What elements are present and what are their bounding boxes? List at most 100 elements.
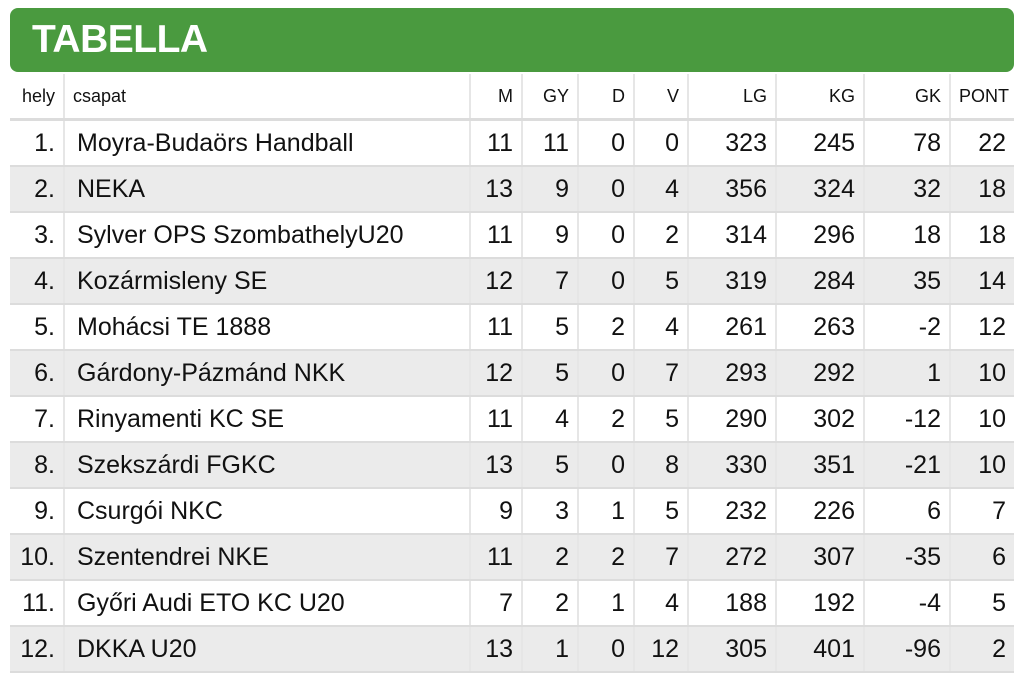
wins-cell: 3	[521, 488, 578, 535]
goals-for-cell: 305	[687, 626, 776, 673]
wins-cell: 1	[521, 626, 578, 673]
team-name-cell: DKKA U20	[63, 626, 470, 673]
team-name-cell: Szekszárdi FGKC	[63, 442, 470, 489]
rank-cell: 5.	[10, 304, 64, 351]
draws-cell: 2	[577, 304, 634, 351]
rank-cell: 8.	[10, 442, 64, 489]
table-row[interactable]: 7. Rinyamenti KC SE 11 4 2 5 290 302 -12 10	[10, 396, 1014, 443]
goals-for-cell: 188	[687, 580, 776, 627]
goal-diff-cell: -4	[863, 580, 950, 627]
wins-cell: 5	[521, 442, 578, 489]
rank-cell: 11.	[10, 580, 64, 627]
page-title: TABELLA	[32, 18, 208, 61]
goals-for-cell: 319	[687, 258, 776, 305]
team-name-cell: Szentendrei NKE	[63, 534, 470, 581]
goals-against-cell: 307	[775, 534, 864, 581]
points-cell: 2	[949, 626, 1014, 673]
rank-cell: 7.	[10, 396, 64, 443]
losses-cell: 4	[633, 166, 688, 213]
goal-diff-cell: 6	[863, 488, 950, 535]
table-row[interactable]: 3. Sylver OPS SzombathelyU20 11 9 0 2 314 296 18…	[10, 212, 1014, 259]
played-cell: 11	[469, 119, 522, 167]
played-cell: 9	[469, 488, 522, 535]
column-header-pont[interactable]: PONT	[949, 74, 1014, 121]
table-row[interactable]: 5. Mohácsi TE 1888 11 5 2 4 261 263 -2 12	[10, 304, 1014, 351]
rank-cell: 4.	[10, 258, 64, 305]
table-row[interactable]: 2. NEKA 13 9 0 4 356 324 32 18	[10, 166, 1014, 213]
goals-against-cell: 192	[775, 580, 864, 627]
losses-cell: 12	[633, 626, 688, 673]
losses-cell: 4	[633, 580, 688, 627]
table-row[interactable]: 11. Győri Audi ETO KC U20 7 2 1 4 188 192 -4 5	[10, 580, 1014, 627]
wins-cell: 9	[521, 212, 578, 259]
rank-cell: 3.	[10, 212, 64, 259]
table-row[interactable]: 1. Moyra-Budaörs Handball 11 11 0 0 323 245 78 22	[10, 119, 1014, 167]
losses-cell: 0	[633, 119, 688, 167]
goals-against-cell: 263	[775, 304, 864, 351]
team-name-cell: Sylver OPS SzombathelyU20	[63, 212, 470, 259]
column-header-m[interactable]: M	[469, 74, 522, 121]
table-row[interactable]: 8. Szekszárdi FGKC 13 5 0 8 330 351 -21 10	[10, 442, 1014, 489]
played-cell: 12	[469, 258, 522, 305]
column-header-lg[interactable]: LG	[687, 74, 776, 121]
draws-cell: 0	[577, 119, 634, 167]
wins-cell: 2	[521, 534, 578, 581]
losses-cell: 7	[633, 534, 688, 581]
rank-cell: 10.	[10, 534, 64, 581]
rank-cell: 1.	[10, 119, 64, 167]
column-header-v[interactable]: V	[633, 74, 688, 121]
goal-diff-cell: -12	[863, 396, 950, 443]
goals-for-cell: 314	[687, 212, 776, 259]
points-cell: 10	[949, 396, 1014, 443]
goal-diff-cell: 78	[863, 119, 950, 167]
goals-against-cell: 284	[775, 258, 864, 305]
draws-cell: 1	[577, 580, 634, 627]
wins-cell: 9	[521, 166, 578, 213]
goals-against-cell: 351	[775, 442, 864, 489]
draws-cell: 0	[577, 350, 634, 397]
goals-for-cell: 330	[687, 442, 776, 489]
column-header-gk[interactable]: GK	[863, 74, 950, 121]
points-cell: 18	[949, 212, 1014, 259]
played-cell: 13	[469, 626, 522, 673]
column-header-d[interactable]: D	[577, 74, 634, 121]
goals-against-cell: 292	[775, 350, 864, 397]
column-header-hely[interactable]: hely	[10, 74, 64, 121]
goals-for-cell: 293	[687, 350, 776, 397]
rank-cell: 12.	[10, 626, 64, 673]
goals-against-cell: 296	[775, 212, 864, 259]
played-cell: 13	[469, 166, 522, 213]
played-cell: 11	[469, 212, 522, 259]
losses-cell: 5	[633, 488, 688, 535]
column-header-csapat[interactable]: csapat	[63, 74, 470, 121]
goal-diff-cell: 35	[863, 258, 950, 305]
goals-for-cell: 356	[687, 166, 776, 213]
goal-diff-cell: -35	[863, 534, 950, 581]
goals-for-cell: 272	[687, 534, 776, 581]
played-cell: 11	[469, 304, 522, 351]
losses-cell: 8	[633, 442, 688, 489]
draws-cell: 0	[577, 166, 634, 213]
table-row[interactable]: 4. Kozármisleny SE 12 7 0 5 319 284 35 14	[10, 258, 1014, 305]
played-cell: 11	[469, 534, 522, 581]
table-row[interactable]: 6. Gárdony-Pázmánd NKK 12 5 0 7 293 292 1 10	[10, 350, 1014, 397]
goals-against-cell: 401	[775, 626, 864, 673]
wins-cell: 5	[521, 304, 578, 351]
draws-cell: 2	[577, 534, 634, 581]
wins-cell: 4	[521, 396, 578, 443]
points-cell: 7	[949, 488, 1014, 535]
table-row[interactable]: 9. Csurgói NKC 9 3 1 5 232 226 6 7	[10, 488, 1014, 535]
column-header-kg[interactable]: KG	[775, 74, 864, 121]
losses-cell: 4	[633, 304, 688, 351]
standings-table: hely csapat M GY D V LG KG GK PONT 1. Moy…	[10, 74, 1014, 673]
goals-for-cell: 261	[687, 304, 776, 351]
table-row[interactable]: 12. DKKA U20 13 1 0 12 305 401 -96 2	[10, 626, 1014, 673]
rank-cell: 2.	[10, 166, 64, 213]
table-row[interactable]: 10. Szentendrei NKE 11 2 2 7 272 307 -35 6	[10, 534, 1014, 581]
goal-diff-cell: 32	[863, 166, 950, 213]
goals-against-cell: 226	[775, 488, 864, 535]
column-header-gy[interactable]: GY	[521, 74, 578, 121]
wins-cell: 5	[521, 350, 578, 397]
standings-table-body: 1. Moyra-Budaörs Handball 11 11 0 0 323 245 78 22…	[10, 119, 1014, 673]
goal-diff-cell: 1	[863, 350, 950, 397]
